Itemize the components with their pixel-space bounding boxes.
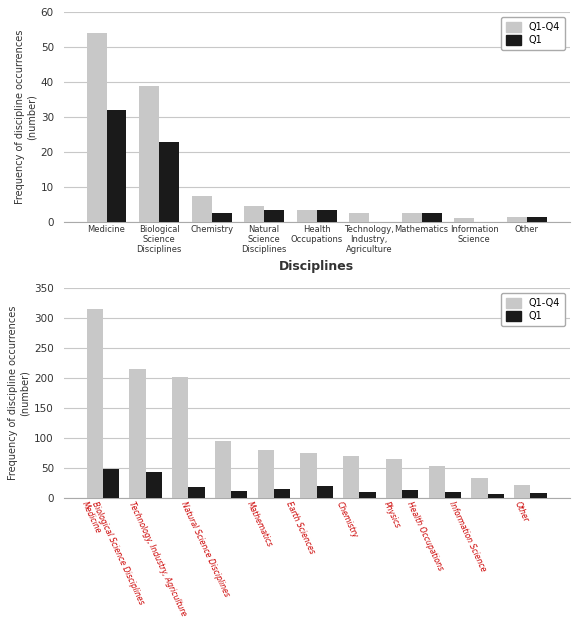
Bar — [445, 491, 461, 498]
Bar — [139, 86, 159, 222]
Bar — [231, 491, 247, 498]
Bar — [514, 485, 531, 498]
Bar — [129, 369, 146, 498]
Bar — [454, 218, 474, 222]
Bar — [349, 213, 369, 222]
Bar — [146, 472, 162, 498]
Bar — [87, 309, 103, 498]
Bar — [159, 141, 179, 222]
Bar — [87, 33, 106, 222]
Bar — [422, 213, 442, 222]
Bar — [507, 217, 527, 222]
Bar — [301, 453, 317, 498]
Bar — [258, 449, 274, 498]
Y-axis label: Frequency of discipline occurrences
(number): Frequency of discipline occurrences (num… — [8, 305, 30, 480]
Bar — [212, 213, 232, 222]
Bar — [527, 217, 547, 222]
Bar — [106, 110, 127, 222]
Legend: Q1-Q4, Q1: Q1-Q4, Q1 — [501, 293, 565, 326]
Bar — [386, 459, 402, 498]
Bar — [343, 456, 360, 498]
Bar — [402, 213, 422, 222]
Bar — [103, 470, 119, 498]
Bar — [264, 210, 284, 222]
Y-axis label: Frequency of discipline occurrences
(number): Frequency of discipline occurrences (num… — [15, 30, 36, 204]
Bar — [297, 210, 317, 222]
Bar — [402, 490, 418, 498]
Bar — [192, 196, 212, 222]
Legend: Q1-Q4, Q1: Q1-Q4, Q1 — [501, 17, 565, 50]
Bar — [274, 488, 290, 498]
Bar — [215, 441, 231, 498]
Bar — [488, 494, 504, 498]
Bar — [317, 210, 336, 222]
Bar — [188, 488, 205, 498]
Bar — [472, 478, 488, 498]
Bar — [531, 493, 547, 498]
Bar — [429, 466, 445, 498]
Bar — [172, 377, 188, 498]
Bar — [360, 492, 376, 498]
X-axis label: Disciplines: Disciplines — [279, 260, 354, 273]
Bar — [317, 486, 333, 498]
Bar — [244, 206, 264, 222]
